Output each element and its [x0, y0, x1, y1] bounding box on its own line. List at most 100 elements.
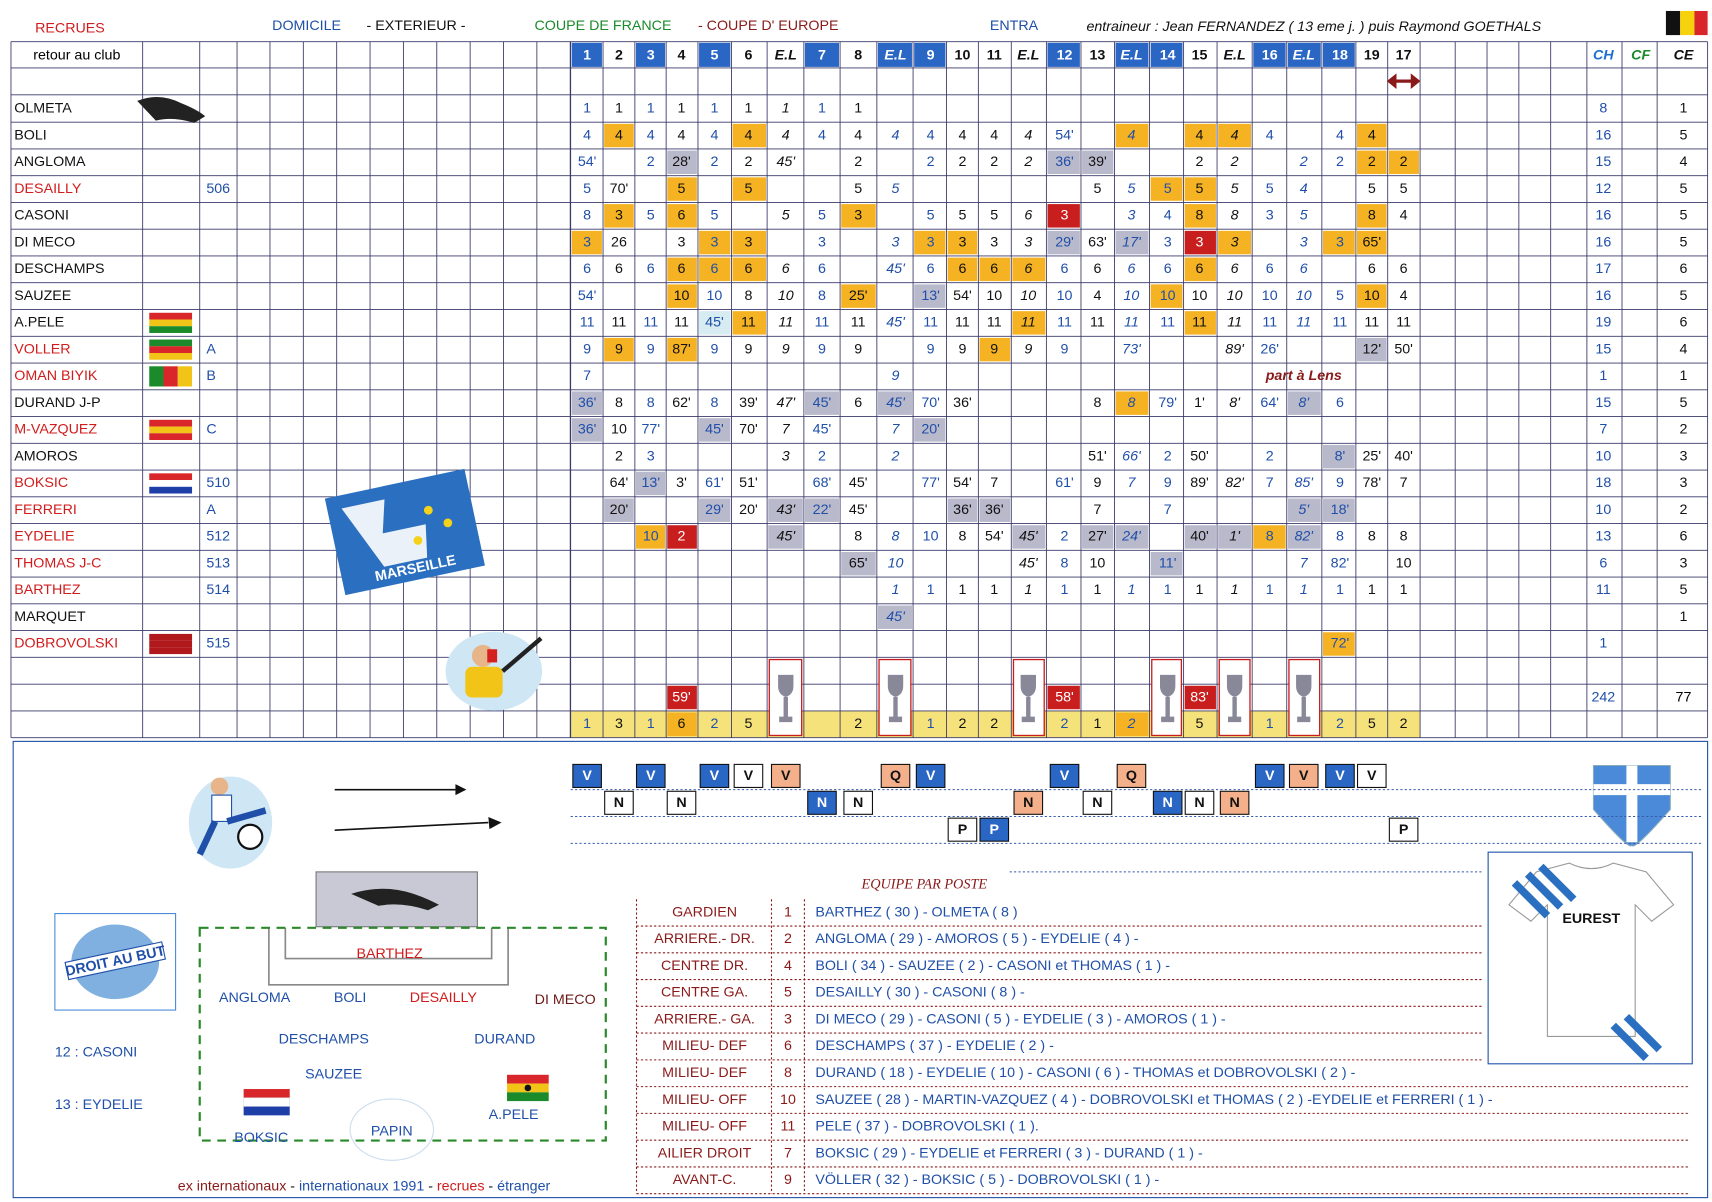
cell-value: 11': [1159, 555, 1177, 571]
cell-value: 1: [647, 101, 655, 117]
cell-value: 6: [1231, 261, 1239, 277]
cell-value: 8: [1231, 208, 1239, 224]
cell-value: 5: [1300, 208, 1308, 224]
result-box: [1325, 763, 1355, 788]
cell-value: 1: [1164, 582, 1172, 598]
cell-value: 10: [1020, 288, 1036, 304]
result-box: [1013, 790, 1044, 815]
cell-value: 10: [674, 288, 690, 304]
ce-total: 5: [1679, 181, 1687, 197]
cell-value: 2: [710, 154, 718, 170]
player-name: DESAILLY: [14, 181, 82, 197]
belgian-flag: [1665, 10, 1708, 36]
result-letter: V: [1335, 768, 1345, 784]
legend-sep: -: [424, 1178, 437, 1194]
result-box: [843, 790, 874, 815]
cell-value: 51': [739, 475, 758, 491]
player-number: 515: [206, 636, 230, 652]
cell-value: 8: [1336, 529, 1344, 545]
totals-row-bg: [570, 710, 1421, 738]
cell-value: 1: [583, 716, 591, 732]
cell-value: 2: [854, 716, 862, 732]
cell-value: 11: [1057, 315, 1072, 331]
cup-image: [887, 674, 904, 723]
cell-shade: [1150, 177, 1183, 201]
cell-value: 36': [953, 395, 972, 411]
cell-shade: [667, 685, 697, 710]
cell-value: 65': [849, 555, 868, 571]
player-name: MARQUET: [14, 609, 86, 625]
cell-value: 1: [615, 101, 623, 117]
column-header: E.L: [1224, 48, 1246, 64]
cell-value: 11: [1227, 315, 1242, 331]
cell-value: 1: [1093, 716, 1101, 732]
player-number: 506: [206, 181, 230, 197]
cell-value: 2: [958, 154, 966, 170]
result-box: [770, 763, 801, 788]
cell-value: 5: [744, 716, 752, 732]
cell-value: 4: [1400, 288, 1408, 304]
result-box: [1184, 790, 1215, 815]
cell-value: 28': [672, 154, 691, 170]
cell-shade: [571, 418, 602, 442]
flag-stripe: [149, 640, 193, 648]
cell-value: 1: [583, 101, 591, 117]
cell-value: 3: [744, 234, 752, 250]
cell-shade: [1184, 257, 1216, 282]
cell-shade: [571, 230, 602, 255]
cell-value: 3: [927, 234, 935, 250]
cell-value: 54': [953, 288, 972, 304]
cell-value: 11: [1396, 315, 1411, 331]
ch-total: 17: [1595, 261, 1611, 277]
result-letter: V: [1367, 768, 1377, 784]
cell-shade: [1115, 391, 1149, 415]
column-header: 1: [583, 48, 591, 64]
cell-value: 11: [643, 315, 658, 331]
cell-value: 4: [678, 127, 686, 143]
result-box: [979, 817, 1010, 842]
cell-shade: [841, 551, 876, 576]
cell-value: 9: [782, 341, 790, 357]
cell-shade: [1322, 498, 1355, 522]
cell-shade: [914, 418, 946, 442]
cell-value: 3: [1164, 234, 1172, 250]
ce-total: 6: [1679, 529, 1687, 545]
keeper-image: [137, 96, 206, 123]
cell-shade: [635, 471, 666, 496]
column-header: 12: [1057, 48, 1073, 64]
cell-shade: [1047, 204, 1080, 228]
cell-value: 5: [1196, 181, 1204, 197]
cell-value: 5: [1266, 181, 1274, 197]
column-header: 5: [710, 48, 718, 64]
formation-player: DI MECO: [535, 992, 596, 1008]
ch-total: 242: [1591, 689, 1615, 705]
cell-value: 4: [818, 127, 826, 143]
cell-shade: [699, 230, 731, 255]
ce-total: 6: [1679, 261, 1687, 277]
ch-total: 6: [1599, 555, 1607, 571]
result-box: [572, 763, 602, 788]
cell-shade: [732, 311, 767, 335]
cell-shade: [1356, 337, 1387, 362]
cell-shade: [804, 391, 839, 415]
cell-value: 6: [1368, 261, 1376, 277]
cell-shade: [1184, 685, 1216, 710]
player-name: OLMETA: [14, 101, 72, 117]
result-letter: V: [710, 768, 720, 784]
cell-value: 10: [888, 555, 904, 571]
cell-value: 5: [927, 208, 935, 224]
ghana-flag: [507, 1074, 549, 1102]
column-header: 13: [1090, 48, 1106, 64]
column-header: 6: [744, 48, 752, 64]
cell-value: 2: [678, 529, 686, 545]
player-number: C: [206, 422, 216, 438]
cell-value: 2: [990, 154, 998, 170]
cell-value: 2: [615, 448, 623, 464]
flag-stripe: [149, 312, 193, 320]
cell-value: 3: [892, 234, 900, 250]
cell-value: 36': [953, 502, 972, 518]
cell-shade: [841, 204, 876, 228]
top-bar: RECRUES DOMICILE - EXTERIEUR - COUPE DE …: [35, 10, 1708, 36]
position-number: 9: [784, 1172, 792, 1188]
result-box: [880, 763, 911, 788]
